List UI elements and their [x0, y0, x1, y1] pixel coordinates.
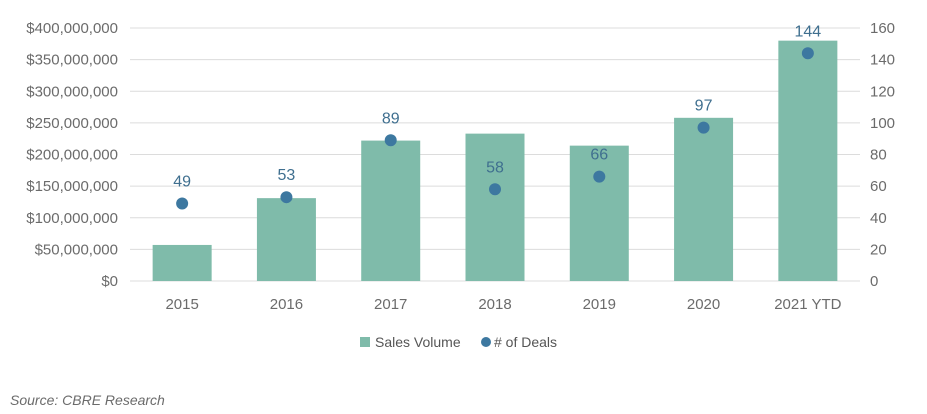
x-tick-label: 2017: [374, 296, 407, 313]
left-tick-label: $150,000,000: [26, 178, 118, 195]
deals-data-label: 58: [486, 159, 504, 176]
deals-marker: [697, 121, 710, 134]
deals-data-label: 49: [173, 174, 191, 191]
sales-volume-bar: [674, 117, 734, 281]
left-tick-label: $100,000,000: [26, 210, 118, 227]
right-tick-label: 20: [870, 241, 887, 258]
deals-data-label: 66: [590, 147, 608, 164]
right-tick-label: 160: [870, 20, 895, 37]
deals-marker: [801, 47, 814, 60]
legend-label-sales-volume: Sales Volume: [375, 334, 461, 350]
deals-data-label: 144: [795, 23, 822, 40]
right-tick-label: 100: [870, 115, 895, 132]
x-tick-label: 2021 YTD: [774, 296, 841, 313]
left-tick-label: $50,000,000: [35, 241, 118, 258]
left-tick-label: $250,000,000: [26, 115, 118, 132]
left-tick-label: $300,000,000: [26, 83, 118, 100]
left-tick-label: $400,000,000: [26, 20, 118, 37]
left-tick-label: $350,000,000: [26, 52, 118, 69]
x-tick-label: 2018: [478, 296, 511, 313]
right-tick-label: 140: [870, 52, 895, 69]
right-tick-label: 40: [870, 210, 887, 227]
deals-marker: [280, 191, 293, 204]
legend-label-deals: # of Deals: [494, 334, 557, 350]
sales-volume-bar: [256, 198, 316, 281]
left-tick-label: $0: [101, 273, 118, 290]
deals-data-label: 97: [695, 98, 713, 115]
left-axis-ticks: $0 $50,000,000 $100,000,000 $150,000,000 $20…: [26, 20, 118, 290]
sales-volume-bars: [152, 40, 838, 282]
deals-data-label: 53: [278, 167, 296, 184]
x-tick-label: 2015: [165, 296, 198, 313]
source-note: Source: CBRE Research: [10, 392, 165, 408]
x-axis-ticks: 2015 2016 2017 2018 2019 2020 2021 YTD: [165, 296, 841, 313]
x-tick-label: 2020: [687, 296, 720, 313]
deals-marker: [593, 170, 606, 183]
x-tick-label: 2016: [270, 296, 303, 313]
deals-markers: [176, 47, 814, 210]
right-tick-label: 0: [870, 273, 878, 290]
deals-marker: [489, 183, 501, 196]
deals-marker: [176, 197, 189, 210]
right-tick-label: 80: [870, 147, 887, 164]
left-tick-label: $200,000,000: [26, 147, 118, 164]
legend: Sales Volume # of Deals: [360, 334, 557, 350]
sales-volume-bar: [152, 244, 212, 281]
right-tick-label: 120: [870, 83, 895, 100]
x-tick-label: 2019: [583, 296, 616, 313]
legend-marker-deals: [481, 337, 491, 347]
deals-data-label: 89: [382, 110, 400, 127]
sales-volume-bar: [778, 40, 838, 282]
sales-volume-bar: [465, 133, 525, 281]
deals-data-labels: 49 53 89 58 66 97 144: [173, 23, 821, 190]
sales-volume-bar: [361, 140, 421, 281]
right-tick-label: 60: [870, 178, 887, 195]
right-axis-ticks: 0 20 40 60 80 100 120 140 160: [870, 20, 895, 290]
deals-marker: [384, 134, 397, 147]
legend-swatch-sales-volume: [360, 337, 370, 347]
sales-volume-bar: [569, 145, 629, 281]
